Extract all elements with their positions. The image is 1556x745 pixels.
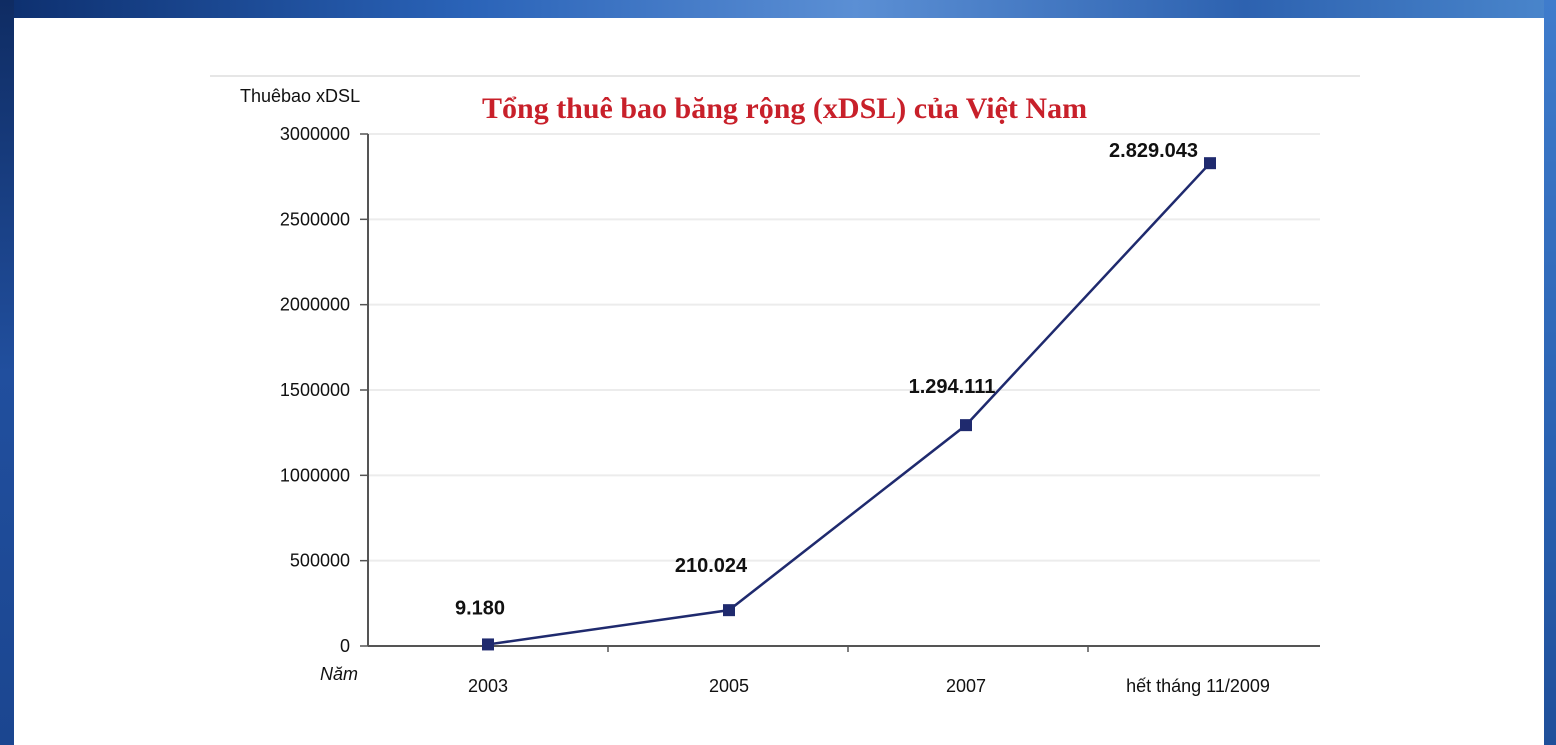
chart-title: Tổng thuê bao băng rộng (xDSL) của Việt … bbox=[482, 92, 1087, 125]
xdsl-subscriber-chart: 0 500000 1000000 1500000 2000000 2500000 30000… bbox=[210, 75, 1360, 696]
y-tick-label-1500000: 1500000 bbox=[280, 380, 350, 400]
data-label-h-t-th-ng-11-2009: 2.829.043 bbox=[1109, 140, 1198, 162]
series-line bbox=[487, 162, 1211, 646]
data-point-2003 bbox=[482, 638, 494, 651]
data-point-2005 bbox=[723, 604, 735, 617]
y-axis-title: Thuêbao xDSL bbox=[240, 86, 360, 106]
y-tick-label-1000000: 1000000 bbox=[280, 465, 350, 485]
data-label-2007: 1.294.111 bbox=[909, 376, 996, 398]
series-line-layer bbox=[487, 162, 1211, 646]
axes: 0 500000 1000000 1500000 2000000 2500000 30000… bbox=[280, 124, 1320, 696]
x-axis-title: Năm bbox=[320, 664, 358, 684]
y-tick-label-500000: 500000 bbox=[290, 551, 350, 571]
labels: Tổng thuê bao băng rộng (xDSL) của Việt … bbox=[240, 86, 1198, 684]
data-point-h-t-th-ng-11-2009 bbox=[1204, 157, 1216, 170]
y-tick-label-2000000: 2000000 bbox=[280, 295, 350, 315]
x-tick-label-2007: 2007 bbox=[946, 676, 986, 696]
gridlines bbox=[210, 75, 1360, 562]
data-point-2007 bbox=[960, 419, 972, 432]
data-label-2005: 210.024 bbox=[675, 555, 748, 577]
x-tick-label-2003: 2003 bbox=[468, 676, 508, 696]
x-tick-label-h-t-th-ng-11-2009: hết tháng 11/2009 bbox=[1126, 676, 1270, 696]
x-tick-label-2005: 2005 bbox=[709, 676, 749, 696]
y-tick-label-0: 0 bbox=[340, 636, 350, 656]
data-label-2003: 9.180 bbox=[455, 597, 505, 619]
slide-left-border bbox=[0, 0, 14, 745]
slide-top-border bbox=[0, 0, 1556, 18]
slide-right-border bbox=[1544, 0, 1556, 745]
slide-canvas: 0 500000 1000000 1500000 2000000 2500000 30000… bbox=[14, 18, 1544, 745]
data-markers bbox=[482, 157, 1216, 651]
y-tick-label-3000000: 3000000 bbox=[280, 124, 350, 144]
y-tick-label-2500000: 2500000 bbox=[280, 209, 350, 229]
